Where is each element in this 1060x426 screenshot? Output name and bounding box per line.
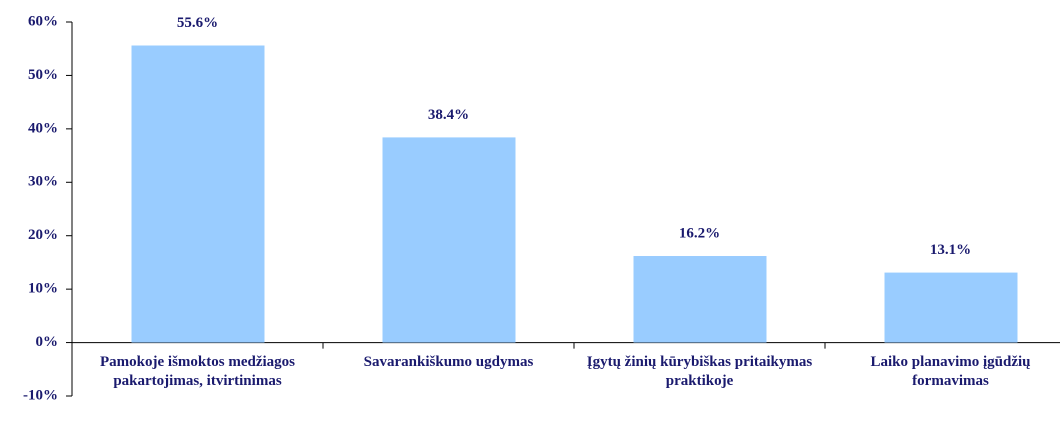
x-tick-label: Pamokoje išmoktos medžiagos pakartojimas… xyxy=(100,353,295,389)
y-tick-label: 30% xyxy=(28,174,58,190)
value-label: 13.1% xyxy=(930,242,971,258)
x-tick-label-box: Laiko planavimo įgūdžių formavimas xyxy=(870,353,1031,389)
y-tick-label: 40% xyxy=(28,120,58,136)
value-label: 55.6% xyxy=(177,15,218,31)
x-tick-label-box: Savarankiškumo ugdymas xyxy=(363,353,534,370)
x-tick-label-box: Pamokoje išmoktos medžiagos pakartojimas… xyxy=(100,353,295,389)
y-tick-label: 20% xyxy=(28,227,58,243)
x-tick-label: Savarankiškumo ugdymas xyxy=(363,353,534,370)
bar xyxy=(382,137,516,343)
x-tick-label: Laiko planavimo įgūdžių formavimas xyxy=(870,353,1031,389)
y-tick-label: 60% xyxy=(28,13,58,29)
bar xyxy=(131,45,265,343)
x-tick-label: Įgytų žinių kūrybiškas pritaikymas prakt… xyxy=(586,353,813,389)
y-tick-label: 50% xyxy=(28,67,58,83)
bar xyxy=(884,272,1018,343)
y-tick-label: 0% xyxy=(36,334,59,350)
value-label: 16.2% xyxy=(679,225,720,241)
y-tick-label: 10% xyxy=(28,281,58,297)
y-tick-label: -10% xyxy=(23,387,58,403)
value-label: 38.4% xyxy=(428,107,469,123)
bar xyxy=(633,256,767,343)
x-tick-label-box: Įgytų žinių kūrybiškas pritaikymas prakt… xyxy=(586,353,813,389)
